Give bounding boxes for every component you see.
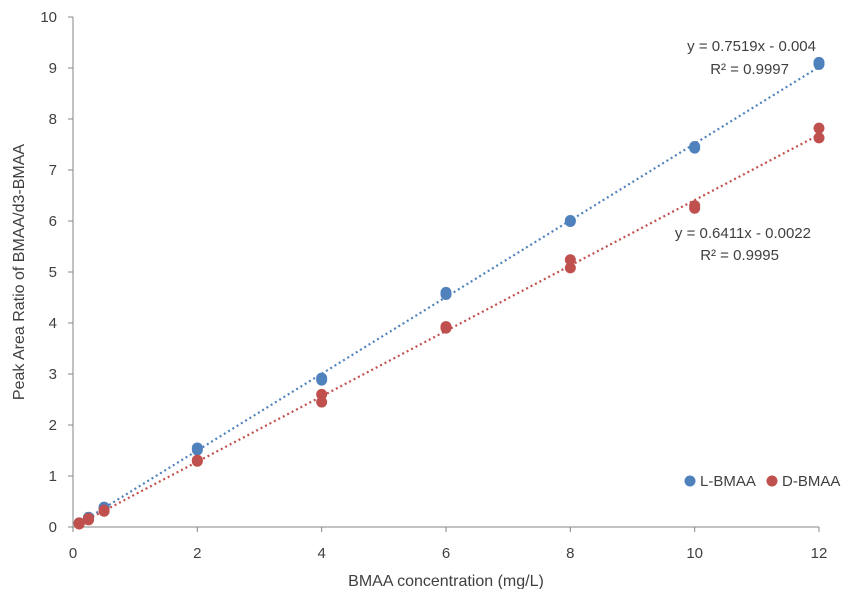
d-bmaa-data-point — [83, 512, 95, 524]
legend-label-d-bmaa: D-BMAA — [782, 473, 840, 490]
legend-marker-l-bmaa — [684, 475, 696, 487]
d-bmaa-data-point — [813, 132, 825, 144]
y-tick-label: 0 — [49, 519, 57, 536]
x-tick-label: 0 — [69, 545, 77, 562]
data-points — [73, 56, 825, 530]
y-tick-label: 8 — [49, 111, 57, 128]
y-tick-label: 5 — [49, 264, 57, 281]
d-bmaa-data-point — [98, 504, 110, 516]
d-bmaa-data-point — [564, 254, 576, 266]
legend-label-l-bmaa: L-BMAA — [700, 473, 756, 490]
y-tick-label: 4 — [49, 315, 57, 332]
l-bmaa-data-point — [564, 214, 576, 226]
d-bmaa-data-point — [813, 122, 825, 134]
trendlines — [78, 66, 820, 525]
y-tick-label: 7 — [49, 162, 57, 179]
d-bmaa-data-point — [316, 396, 328, 408]
l-bmaa-data-point — [689, 141, 701, 153]
x-tick-label: 6 — [442, 545, 450, 562]
x-tick-label: 2 — [193, 545, 201, 562]
d-bmaa-trendline — [78, 133, 820, 525]
y-tick-label: 2 — [49, 417, 57, 434]
l-bmaa-equation: y = 0.7519x - 0.004 — [687, 38, 816, 55]
d-bmaa-data-point — [191, 454, 203, 466]
l-bmaa-data-point — [191, 442, 203, 454]
d-bmaa-data-point — [564, 262, 576, 274]
trendline-annotations: y = 0.7519x - 0.004 R² = 0.9997 y = 0.64… — [675, 38, 816, 264]
x-axis-title: BMAA concentration (mg/L) — [348, 573, 544, 589]
d-bmaa-data-point — [689, 200, 701, 212]
x-tick-label: 8 — [566, 545, 574, 562]
x-tick-label: 4 — [317, 545, 325, 562]
axes — [72, 17, 819, 528]
d-bmaa-data-point — [316, 388, 328, 400]
d-bmaa-data-point — [73, 517, 85, 529]
y-tick-label: 1 — [49, 468, 57, 485]
l-bmaa-data-point — [813, 56, 825, 68]
l-bmaa-data-point — [316, 372, 328, 384]
d-bmaa-data-point — [440, 321, 452, 333]
y-tick-label: 3 — [49, 366, 57, 383]
d-bmaa-r2: R² = 0.9995 — [700, 247, 779, 264]
y-tick-label: 9 — [49, 60, 57, 77]
y-tick-label: 10 — [40, 9, 57, 26]
d-bmaa-equation: y = 0.6411x - 0.0022 — [675, 225, 811, 242]
y-axis-title: Peak Area Ratio of BMAA/d3-BMAA — [11, 144, 28, 400]
x-tick-label: 12 — [811, 545, 828, 562]
l-bmaa-data-point — [440, 286, 452, 298]
l-bmaa-r2: R² = 0.9997 — [710, 61, 789, 78]
x-tick-label: 10 — [686, 545, 703, 562]
legend: L-BMAA D-BMAA — [684, 473, 840, 490]
y-tick-label: 6 — [49, 213, 57, 230]
legend-marker-d-bmaa — [766, 475, 778, 487]
